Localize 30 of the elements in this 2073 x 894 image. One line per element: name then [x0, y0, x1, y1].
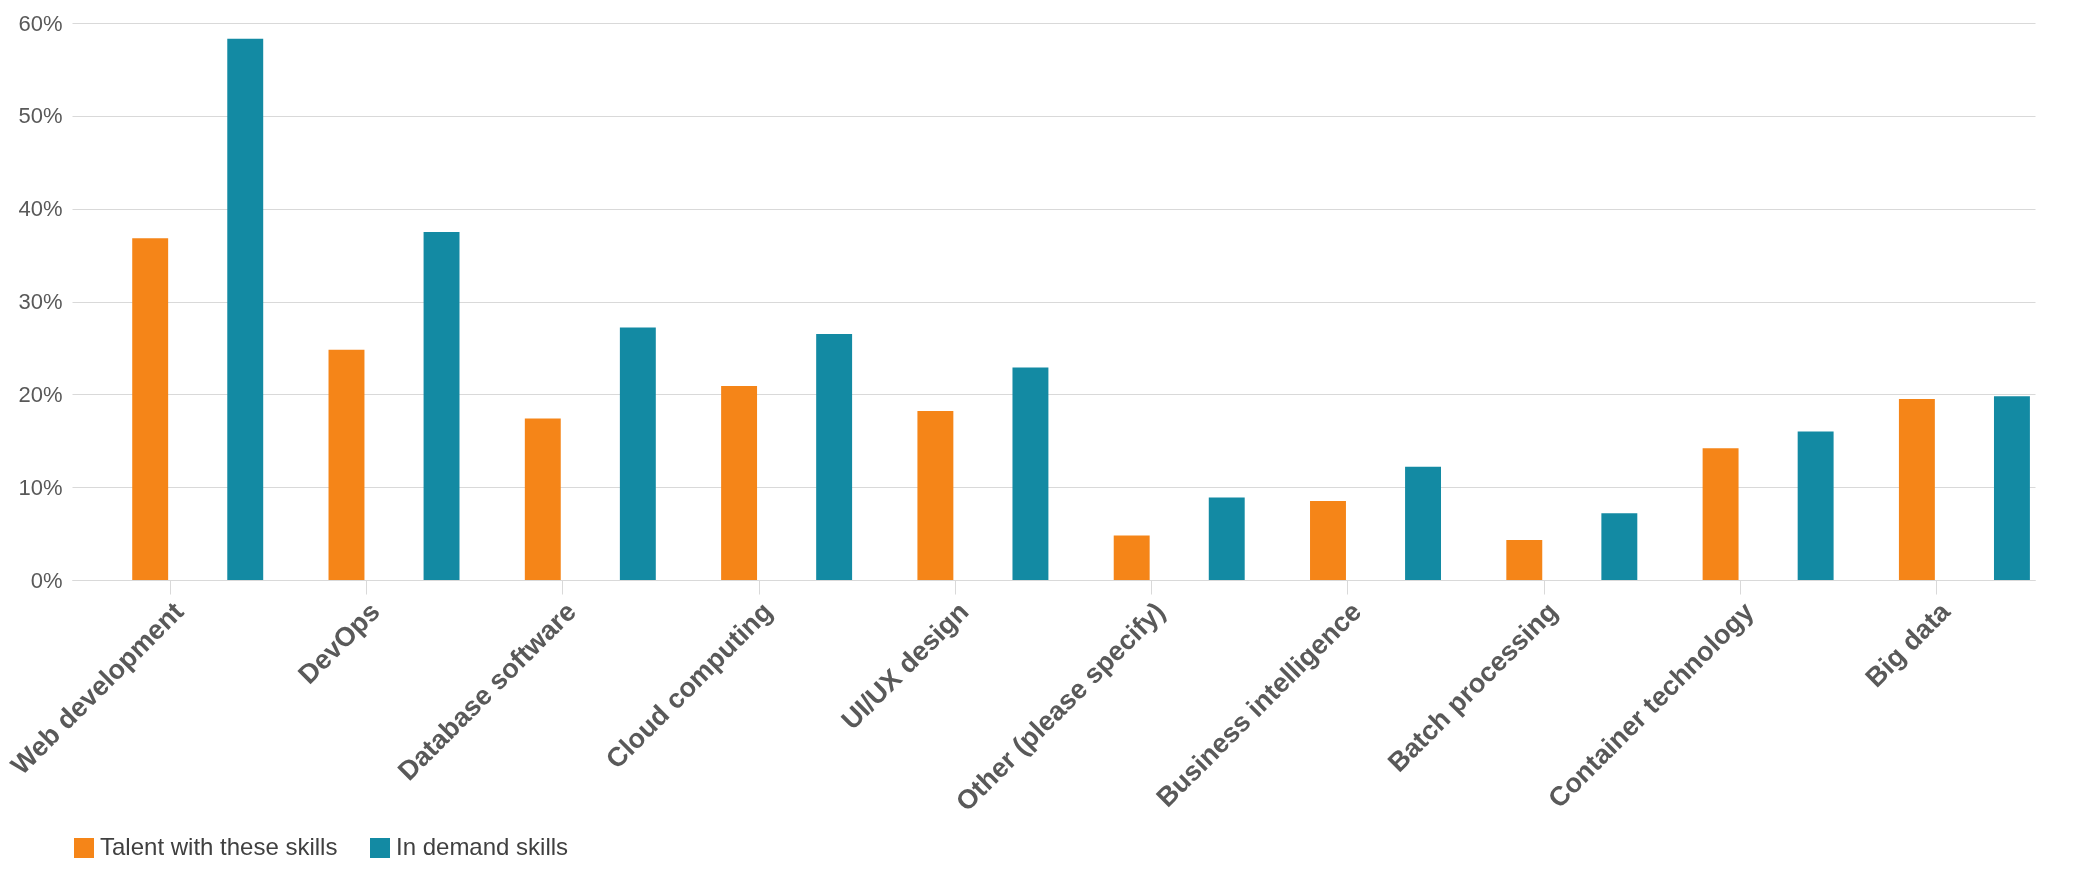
x-tick-label: Big data — [1859, 595, 1957, 693]
bar — [721, 385, 758, 580]
bar — [423, 231, 460, 580]
y-tick-label: 20% — [18, 381, 63, 407]
bar — [917, 411, 954, 580]
bar — [132, 238, 169, 580]
bar — [1993, 396, 2030, 580]
y-tick-label: 0% — [30, 567, 63, 593]
bar — [1702, 448, 1739, 580]
bar — [227, 38, 264, 580]
bar — [1208, 497, 1245, 580]
bar — [1898, 398, 1935, 580]
bar — [1310, 501, 1346, 580]
bar — [1405, 466, 1441, 580]
y-tick-label: 60% — [18, 10, 63, 36]
legend-label: Talent with these skills — [100, 833, 338, 860]
y-tick-label: 50% — [18, 103, 63, 129]
legend-label: In demand skills — [396, 833, 569, 860]
bar — [1601, 513, 1638, 580]
bar — [1506, 540, 1543, 580]
bar — [524, 418, 561, 580]
y-tick-label: 40% — [18, 196, 63, 222]
bar — [1012, 367, 1049, 580]
bar — [619, 327, 656, 580]
bar — [816, 333, 853, 580]
bar — [328, 349, 365, 580]
bar — [1797, 431, 1834, 580]
y-tick-label: 30% — [18, 289, 63, 314]
y-tick-label: 10% — [18, 474, 63, 500]
bar — [1113, 535, 1150, 580]
